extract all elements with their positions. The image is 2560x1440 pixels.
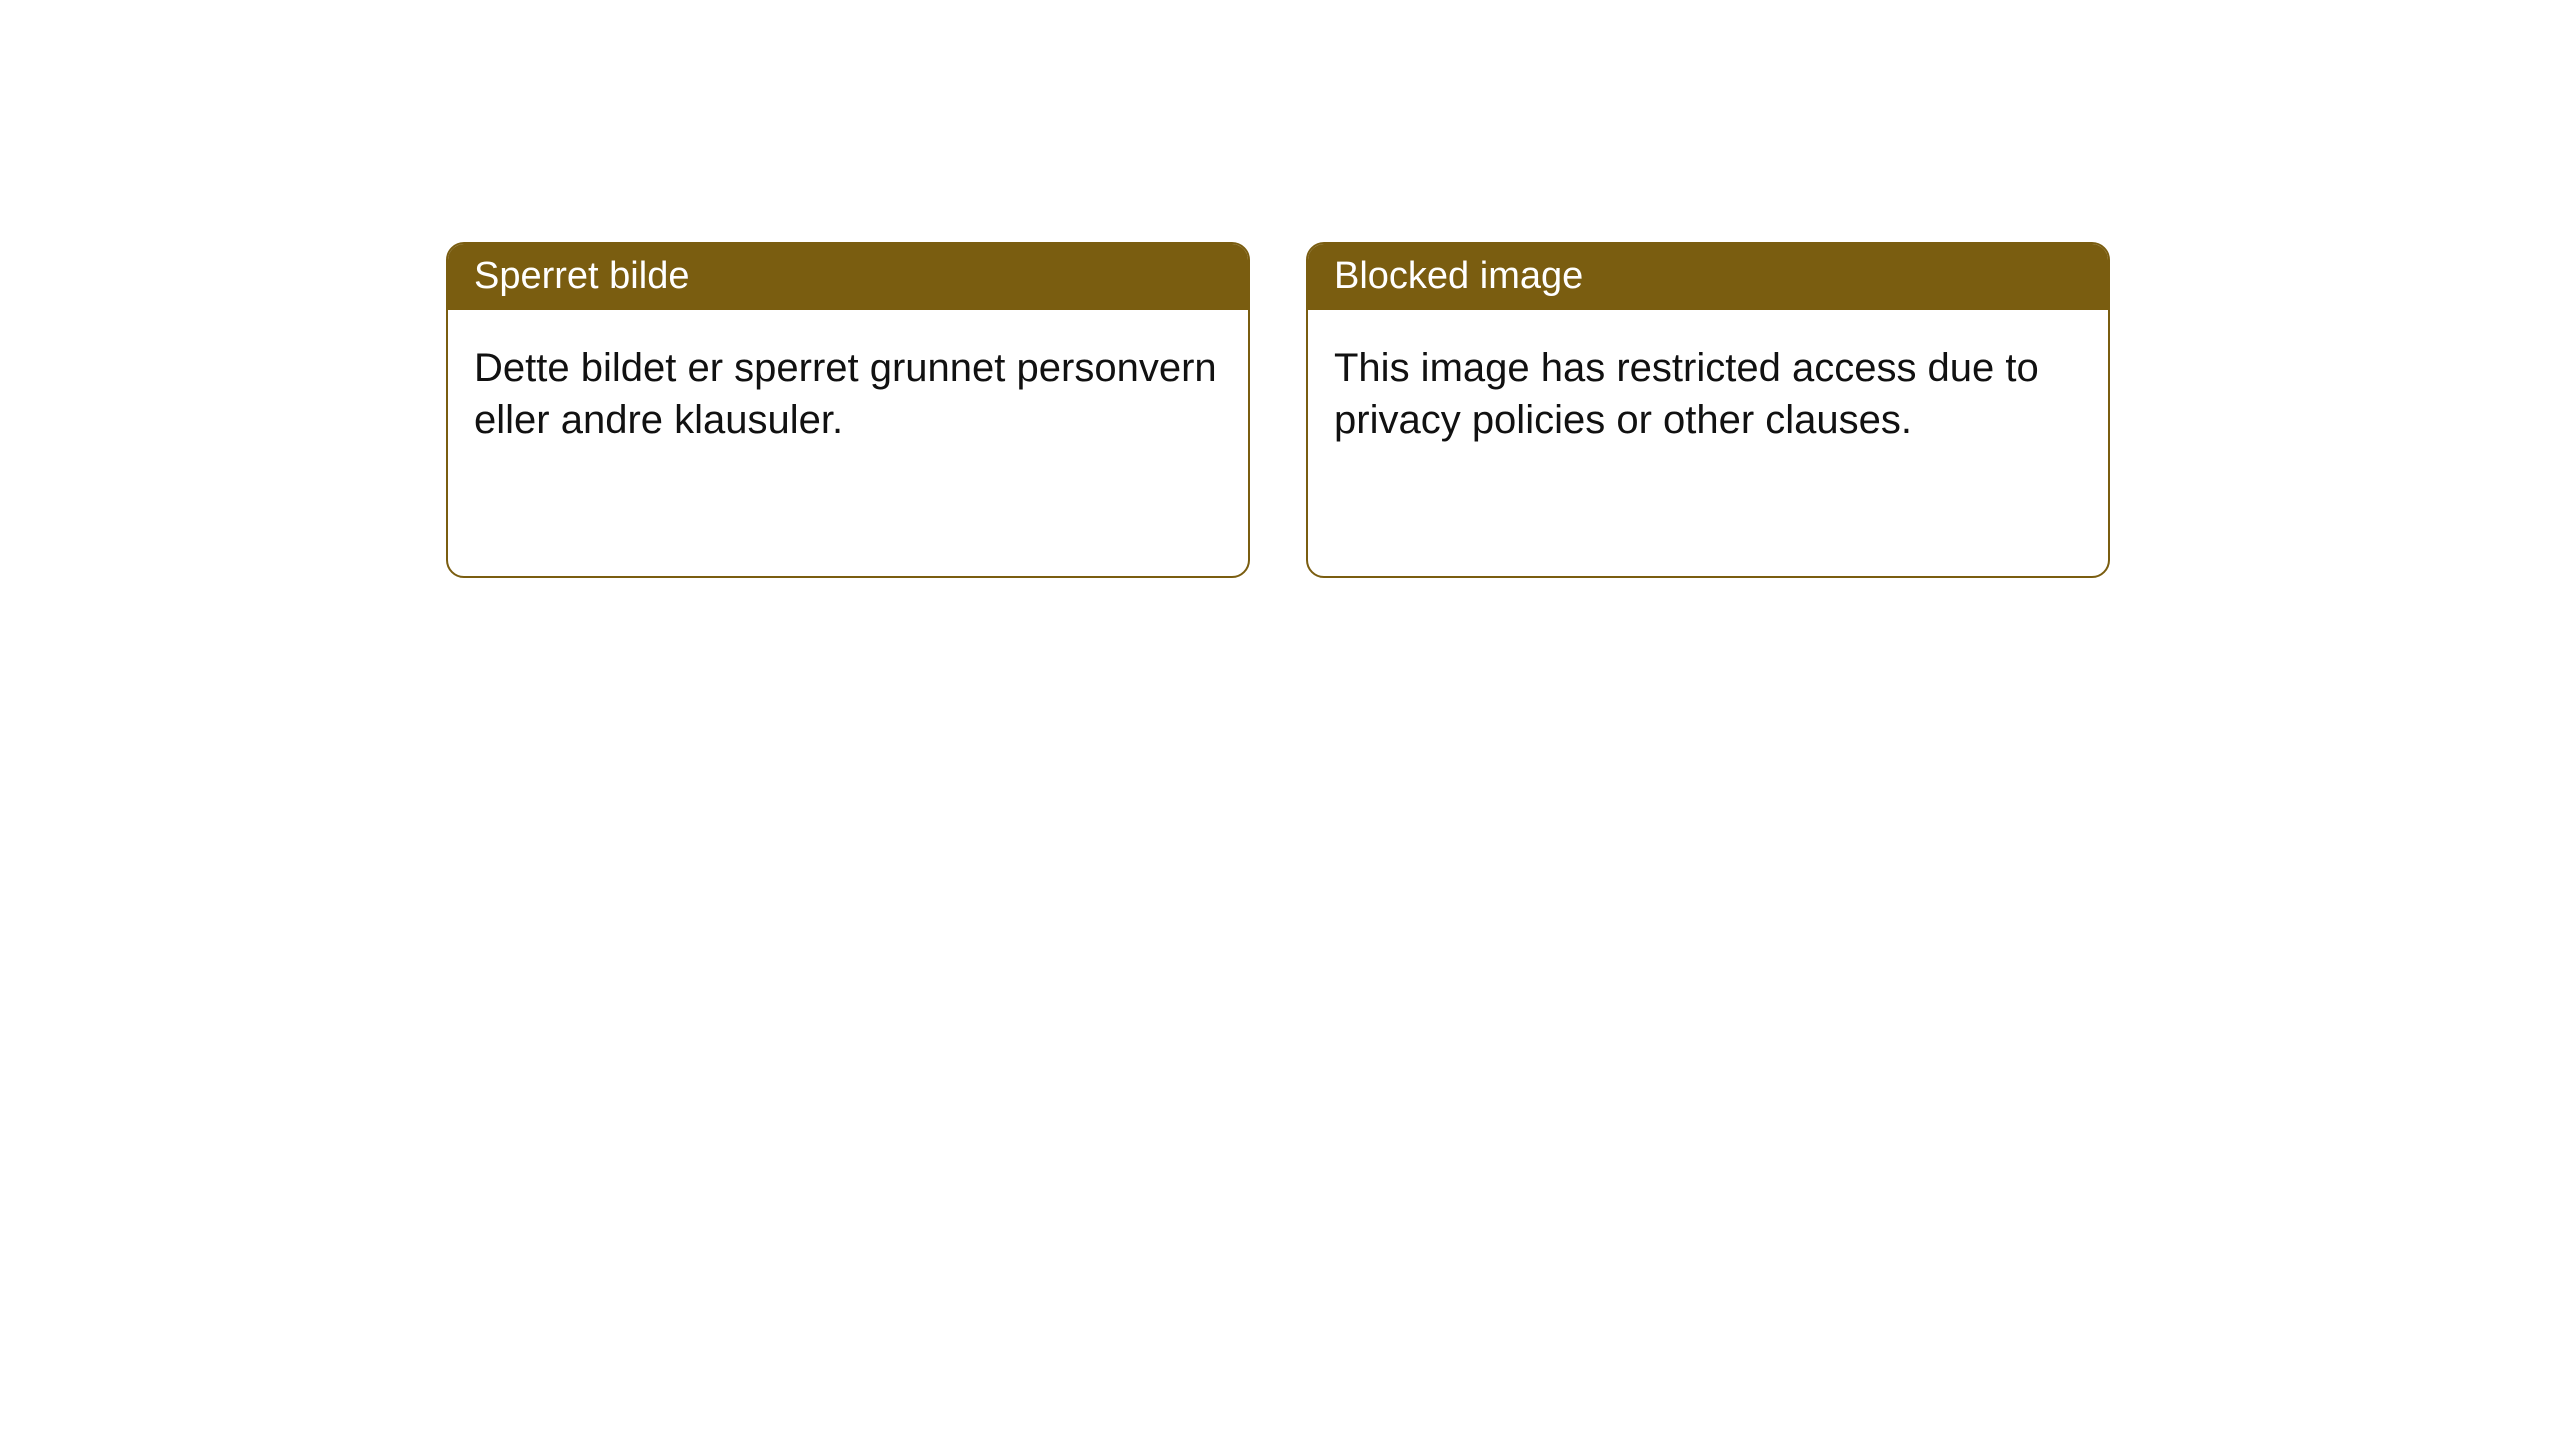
card-text-no: Dette bildet er sperret grunnet personve… — [474, 346, 1217, 442]
notice-card-no: Sperret bilde Dette bildet er sperret gr… — [446, 242, 1250, 578]
card-title-no: Sperret bilde — [474, 255, 689, 297]
card-title-en: Blocked image — [1334, 255, 1583, 297]
card-header-en: Blocked image — [1308, 244, 2108, 310]
card-header-no: Sperret bilde — [448, 244, 1248, 310]
notice-container: Sperret bilde Dette bildet er sperret gr… — [446, 242, 2110, 578]
card-body-no: Dette bildet er sperret grunnet personve… — [448, 310, 1248, 478]
notice-card-en: Blocked image This image has restricted … — [1306, 242, 2110, 578]
card-body-en: This image has restricted access due to … — [1308, 310, 2108, 478]
card-text-en: This image has restricted access due to … — [1334, 346, 2039, 442]
